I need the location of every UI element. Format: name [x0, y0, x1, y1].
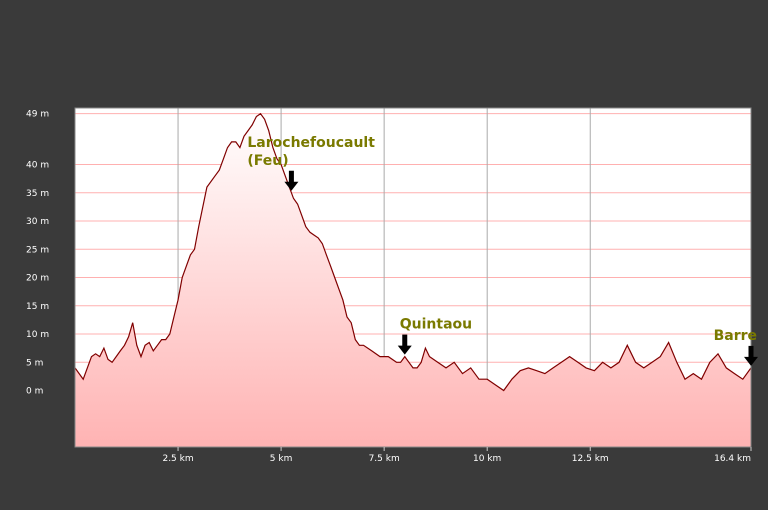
annotation-marker: Barre: [714, 328, 758, 366]
y-tick-label: 25 m: [26, 245, 49, 255]
arrow-head: [744, 356, 758, 366]
y-tick-label: 49 m: [26, 110, 49, 120]
x-tick-label: 7.5 km: [369, 454, 400, 464]
y-axis: 0 m 5 m 10 m 15 m 20 m 25 m 30 m 35 m 40 m 49 m: [26, 110, 49, 397]
y-tick-label: 5 m: [26, 358, 43, 368]
plot-border: [74, 107, 752, 448]
arrow-down-icon: [402, 334, 408, 347]
arrow-head: [284, 181, 299, 191]
elevation-line: [74, 112, 752, 392]
y-tick-label: 10 m: [26, 330, 49, 340]
annotation-marker: Larochefoucault (Feu): [247, 135, 375, 191]
arrow-down-icon: [748, 345, 754, 358]
x-tick-label: 5 km: [270, 454, 293, 464]
elevation-area: [75, 113, 751, 447]
annotation-label: Larochefoucault: [247, 135, 375, 151]
y-tick-label: 40 m: [26, 161, 49, 171]
x-tick-label: 2.5 km: [162, 454, 193, 464]
annotation-label: (Feu): [247, 153, 288, 169]
annotation-marker: Quintaou: [397, 317, 472, 355]
x-tick-label: 10 km: [473, 454, 501, 464]
y-tick-label: 0 m: [26, 387, 43, 397]
y-tick-label: 20 m: [26, 274, 49, 284]
arrow-down-icon: [288, 170, 294, 183]
y-tick-label: 35 m: [26, 189, 49, 199]
y-tick-label: 30 m: [26, 217, 49, 227]
annotation-label: Barre: [714, 328, 757, 344]
x-axis: 2.5 km 5 km 7.5 km 10 km 12.5 km 16.4 km: [162, 447, 752, 464]
y-tick-label: 15 m: [26, 302, 49, 312]
annotations: Larochefoucault (Feu) Quintaou Barre: [247, 135, 758, 366]
x-tick-label: 12.5 km: [572, 454, 609, 464]
annotation-label: Quintaou: [400, 317, 472, 333]
x-tick-label: 16.4 km: [714, 454, 751, 464]
arrow-head: [397, 345, 412, 355]
